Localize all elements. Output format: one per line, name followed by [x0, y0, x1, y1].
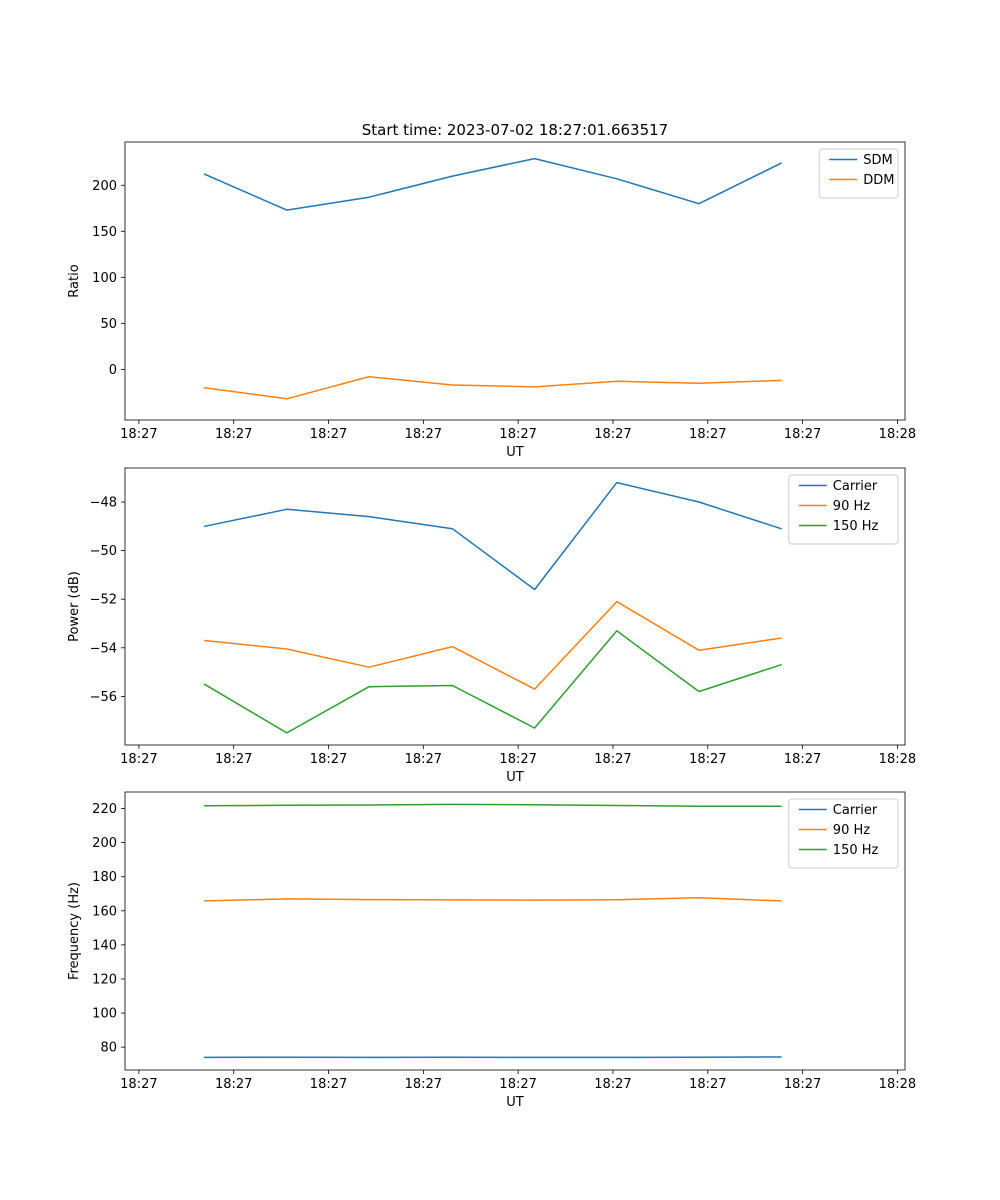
y-tick-label: −54 — [90, 641, 117, 656]
subplot-1: 18:27 18:27 18:27 18:27 18:27 18:27 18:27 18:27… — [67, 141, 916, 460]
legend-box — [818, 148, 899, 199]
axes-frame — [124, 791, 906, 1071]
x-tick-label: 18:27 — [215, 427, 252, 442]
x-tick-label: 18:28 — [879, 427, 916, 442]
x-tick-label: 18:27 — [689, 752, 726, 767]
y-tick-label: 100 — [92, 1007, 117, 1022]
figure-title: Start time: 2023-07-02 18:27:01.663517 — [361, 121, 669, 139]
y-tick-label: 140 — [92, 938, 117, 953]
x-tick-label: 18:27 — [499, 752, 536, 767]
y-tick-label: 200 — [92, 179, 117, 194]
y-tick-label: 160 — [92, 904, 117, 919]
legend-label: Carrier — [833, 803, 878, 818]
subplot-3: 18:27 18:27 18:27 18:27 18:27 18:27 18:27 18:27… — [67, 791, 916, 1110]
y-tick-label: 120 — [92, 972, 117, 987]
y-tick-label: 100 — [92, 271, 117, 286]
legend-label: 150 Hz — [833, 843, 879, 858]
axes-frame — [124, 141, 906, 421]
x-tick-label: 18:27 — [120, 752, 157, 767]
x-tick-label: 18:27 — [405, 427, 442, 442]
series-line-sdm — [203, 157, 782, 211]
x-tick-label: 18:27 — [784, 427, 821, 442]
subplot-2: 18:27 18:27 18:27 18:27 18:27 18:27 18:27 18:27… — [67, 467, 916, 785]
x-tick-label: 18:27 — [594, 427, 631, 442]
x-tick-label: 18:27 — [499, 1077, 536, 1092]
series-line-90-hz — [203, 897, 782, 902]
y-tick-label: 50 — [100, 317, 117, 332]
x-tick-label: 18:27 — [215, 1077, 252, 1092]
legend-box — [788, 798, 899, 869]
legend-label: 150 Hz — [833, 519, 879, 534]
x-tick-label: 18:27 — [594, 752, 631, 767]
x-tick-label: 18:27 — [689, 427, 726, 442]
x-tick-label: 18:27 — [499, 427, 536, 442]
legend-label: Carrier — [833, 479, 878, 494]
x-tick-label: 18:27 — [784, 752, 821, 767]
x-tick-label: 18:27 — [310, 752, 347, 767]
series-line-ddm — [203, 375, 782, 400]
legend-box — [788, 474, 899, 545]
y-tick-label: −52 — [90, 593, 117, 608]
y-tick-label: −48 — [90, 496, 117, 511]
series-line-150-hz — [203, 630, 782, 734]
x-tick-label: 18:27 — [120, 427, 157, 442]
y-tick-label: −56 — [90, 690, 117, 705]
x-tick-label: 18:27 — [405, 1077, 442, 1092]
y-tick-label: 200 — [92, 836, 117, 851]
x-tick-label: 18:28 — [879, 1077, 916, 1092]
y-axis-label: Power (dB) — [67, 571, 82, 642]
axes-frame — [124, 467, 906, 746]
x-tick-label: 18:27 — [310, 427, 347, 442]
y-axis-label: Ratio — [67, 264, 82, 297]
legend-label: 90 Hz — [833, 823, 870, 838]
x-tick-label: 18:27 — [594, 1077, 631, 1092]
y-tick-label: 220 — [92, 802, 117, 817]
legend-label: SDM — [863, 153, 892, 168]
x-tick-label: 18:27 — [689, 1077, 726, 1092]
y-axis-label: Frequency (Hz) — [67, 882, 82, 980]
series-line-150-hz — [203, 803, 782, 808]
y-tick-label: 180 — [92, 870, 117, 885]
y-tick-label: 150 — [92, 225, 117, 240]
series-line-carrier — [203, 481, 782, 591]
legend-label: DDM — [863, 173, 894, 188]
y-tick-label: 0 — [109, 363, 117, 378]
x-tick-label: 18:27 — [405, 752, 442, 767]
x-tick-label: 18:28 — [879, 752, 916, 767]
x-tick-label: 18:27 — [784, 1077, 821, 1092]
x-tick-label: 18:27 — [120, 1077, 157, 1092]
legend-label: 90 Hz — [833, 499, 870, 514]
y-tick-label: 80 — [100, 1041, 117, 1056]
x-tick-label: 18:27 — [310, 1077, 347, 1092]
y-tick-label: −50 — [90, 544, 117, 559]
series-line-90-hz — [203, 600, 782, 690]
x-axis-label: UT — [506, 1095, 524, 1110]
x-axis-label: UT — [506, 445, 524, 460]
x-tick-label: 18:27 — [215, 752, 252, 767]
x-axis-label: UT — [506, 770, 524, 785]
